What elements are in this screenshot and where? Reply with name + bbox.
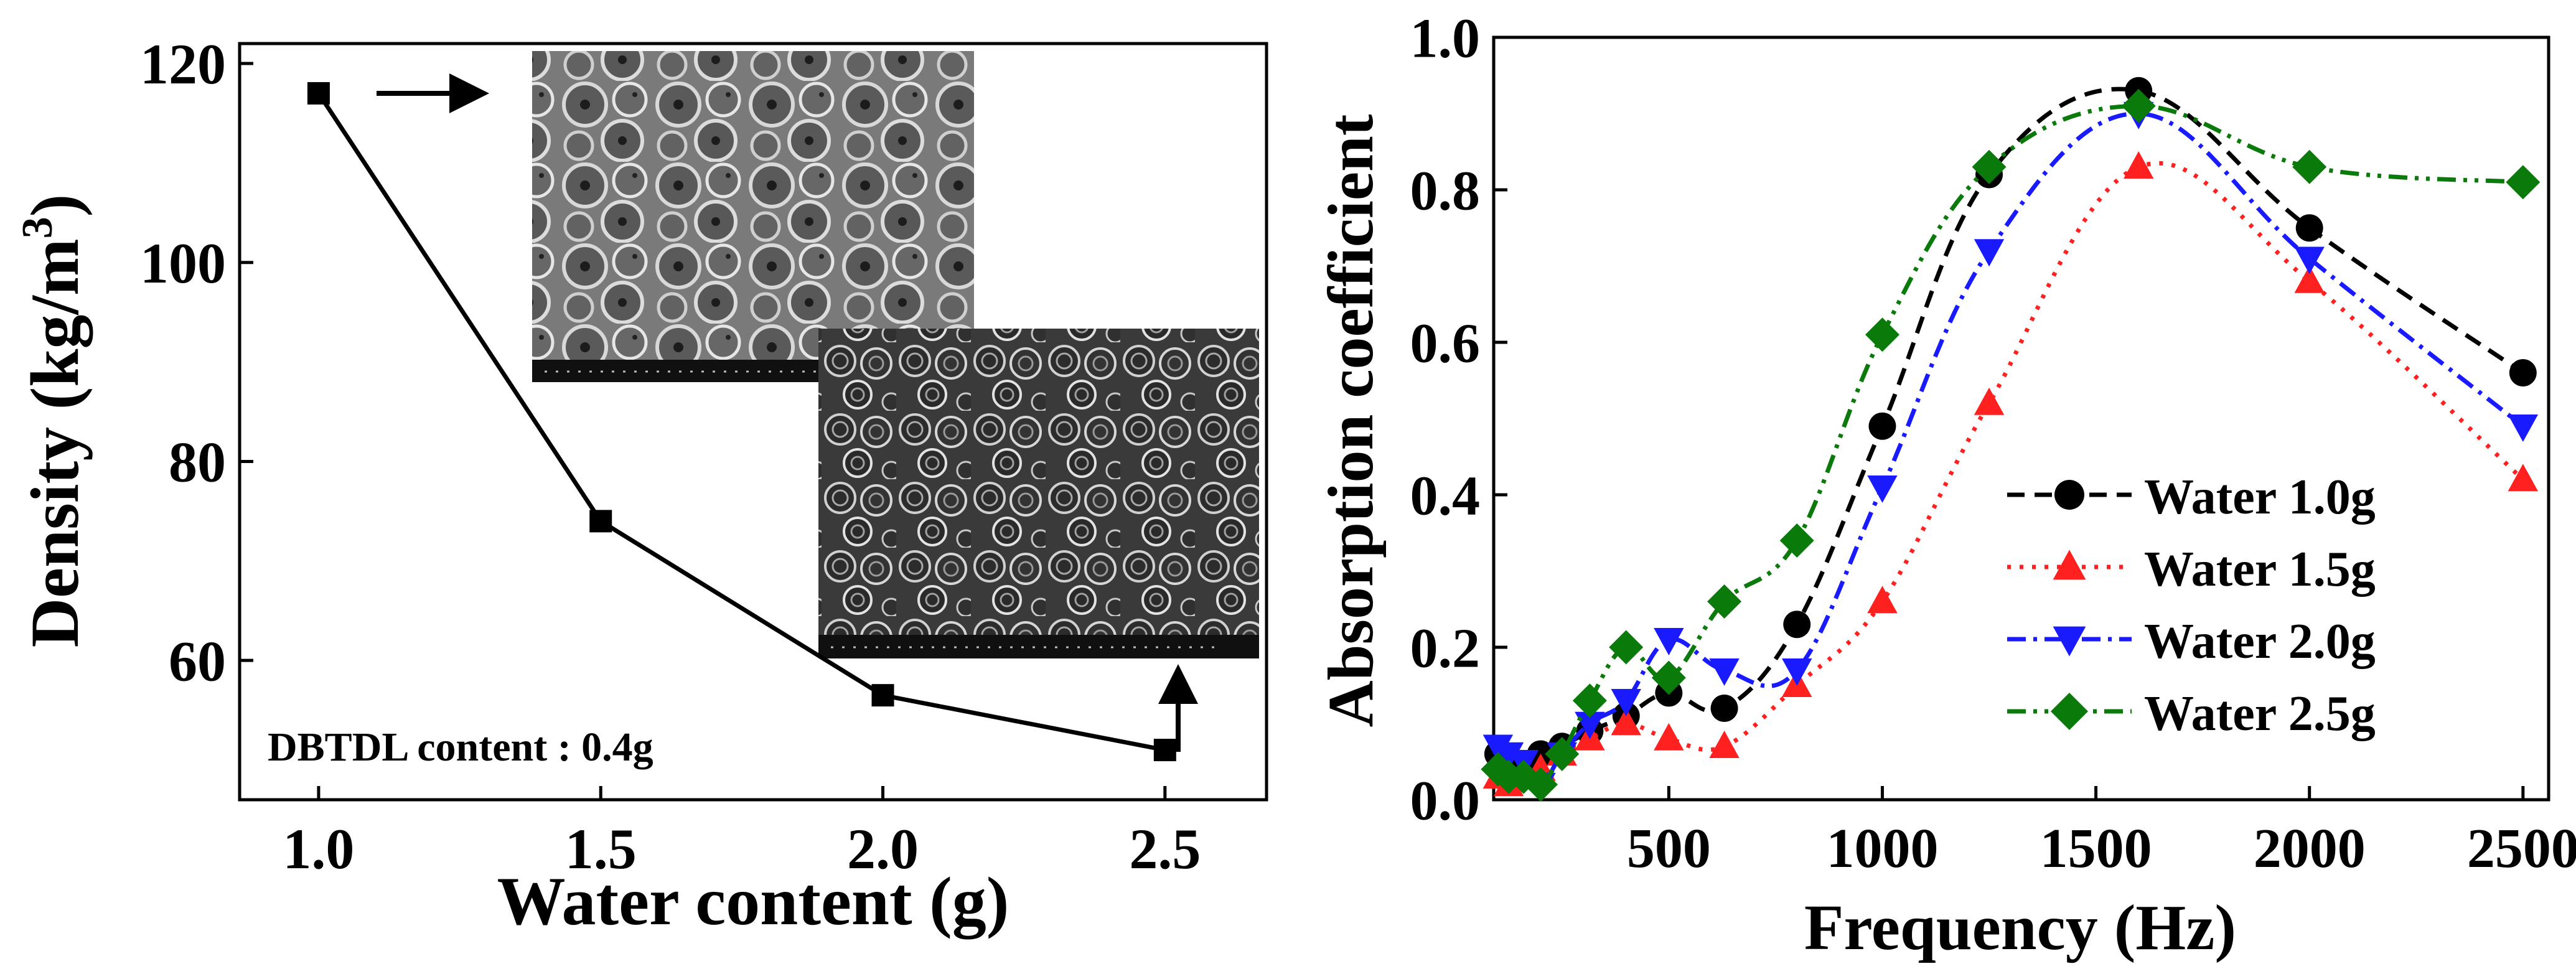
absorption-panel: 500 1000 1500 2000 2500 0.0 0.2 0.4 0.6 0.8 1.0 Wa… [1315,8,2576,964]
data-point-water-2-5g [1707,584,1742,619]
data-point-water-2-5g [1779,523,1814,558]
density-point [871,684,894,707]
density-series [307,82,1176,762]
data-point-water-2-5g [2121,88,2156,123]
data-point-water-2-0g [1974,239,2005,267]
density-panel: 1.0 1.5 2.0 2.5 60 80 100 120 DBTDL content : 0… [14,32,1268,939]
absorption-x-tick-label: 1000 [1826,818,1938,879]
density-point [307,82,330,105]
density-point [1153,739,1176,762]
legend-marker-water-2-0g [2053,626,2086,657]
absorption-y-tick-label: 0.2 [1410,618,1481,680]
density-x-tick-label: 2.5 [1129,817,1201,881]
density-line [317,92,1166,752]
absorption-x-tick-label: 500 [1627,818,1711,879]
density-y-label-close: ) [17,194,93,217]
data-point-water-2-5g [2506,165,2541,200]
sem-inset-water-2-5 [818,329,1259,658]
density-x-tick-label: 2.0 [847,817,919,881]
data-point-water-2-0g [1611,689,1641,717]
absorption-x-tick-label: 2000 [2254,818,2366,879]
dbtdl-annotation: DBTDL content : 0.4g [268,724,653,770]
data-point-water-2-5g [1572,683,1607,718]
data-point-water-2-5g [1609,630,1644,665]
legend-label-water-2-0g: Water 2.0g [2144,614,2376,669]
density-y-tick-label: 120 [140,32,226,96]
data-point-water-2-0g [1709,658,1740,686]
legend-label-water-1-5g: Water 1.5g [2144,542,2376,597]
data-point-water-2-0g [1654,628,1684,656]
data-point-water-1-5g [2124,151,2154,179]
data-point-water-2-5g [2292,149,2327,184]
data-point-water-1-0g [2509,359,2537,386]
data-point-water-2-0g [1493,742,1524,770]
data-point-water-2-0g [1782,658,1812,686]
absorption-series [1481,77,2541,802]
data-point-water-1-5g [1974,387,2005,415]
absorption-y-tick-label: 1.0 [1410,8,1481,70]
absorption-plot-frame [1492,35,2550,802]
density-y-tick-label: 100 [140,232,226,295]
series-line-water-2-0g [1496,111,2524,787]
data-point-water-1-0g [1868,412,1896,440]
legend-marker-water-1-5g [2053,550,2086,580]
absorption-y-tick-label: 0.6 [1410,313,1481,375]
density-point [589,510,612,533]
legend-label-water-2-5g: Water 2.5g [2144,686,2376,741]
absorption-y-tick-label: 0.4 [1410,466,1481,527]
absorption-legend: Water 1.0g Water 1.5g Water 2.0g Water 2.5g [2007,470,2376,741]
data-point-water-2-5g [1523,767,1558,802]
density-x-tick-label: 1.0 [283,817,354,881]
data-point-water-1-0g [1710,695,1738,722]
absorption-y-axis-title: Absorption coefficient [1315,114,1387,727]
data-point-water-2-5g [1972,149,2007,184]
absorption-x-axis-title: Frequency (Hz) [1804,892,2236,963]
density-y-axis-title: Density (kg/m3) [14,194,93,648]
data-point-water-1-5g [1654,723,1684,751]
density-ticks: 1.0 1.5 2.0 2.5 60 80 100 120 [140,32,1201,881]
density-y-label-main: Density (kg/m [17,238,93,647]
legend-label-water-1-0g: Water 1.0g [2144,470,2376,525]
legend-marker-water-1-0g [2054,480,2084,510]
data-point-water-2-0g [1867,475,1898,503]
data-point-water-1-0g [1783,611,1811,639]
data-point-water-2-0g [2508,414,2539,443]
absorption-ticks: 500 1000 1500 2000 2500 0.0 0.2 0.4 0.6 0.8 1.0 [1410,8,2576,880]
data-point-water-1-5g [2294,265,2325,293]
data-point-water-1-5g [1867,586,1898,614]
data-point-water-1-5g [1611,708,1641,736]
density-y-tick-label: 80 [169,431,226,494]
data-point-water-2-5g [1865,317,1899,352]
data-point-water-2-5g [1651,660,1686,695]
density-y-label-sup: 3 [14,217,62,238]
density-x-tick-label: 1.5 [565,817,637,881]
data-point-water-1-0g [2295,214,2323,242]
series-line-water-2-5g [1496,103,2524,788]
data-point-water-1-5g [1709,730,1740,758]
data-point-water-2-0g [2294,246,2325,274]
absorption-x-tick-label: 1500 [2040,818,2152,879]
absorption-y-tick-label: 0.0 [1410,770,1481,832]
data-point-water-2-5g [1545,737,1580,771]
data-point-water-1-5g [2508,464,2539,492]
density-y-tick-label: 60 [169,629,226,693]
density-x-axis-title: Water content (g) [497,863,1009,939]
density-plot-frame [238,42,1268,802]
legend-marker-water-2-5g [2051,693,2088,730]
absorption-x-tick-label: 2500 [2467,818,2576,879]
absorption-y-tick-label: 0.8 [1410,161,1481,222]
